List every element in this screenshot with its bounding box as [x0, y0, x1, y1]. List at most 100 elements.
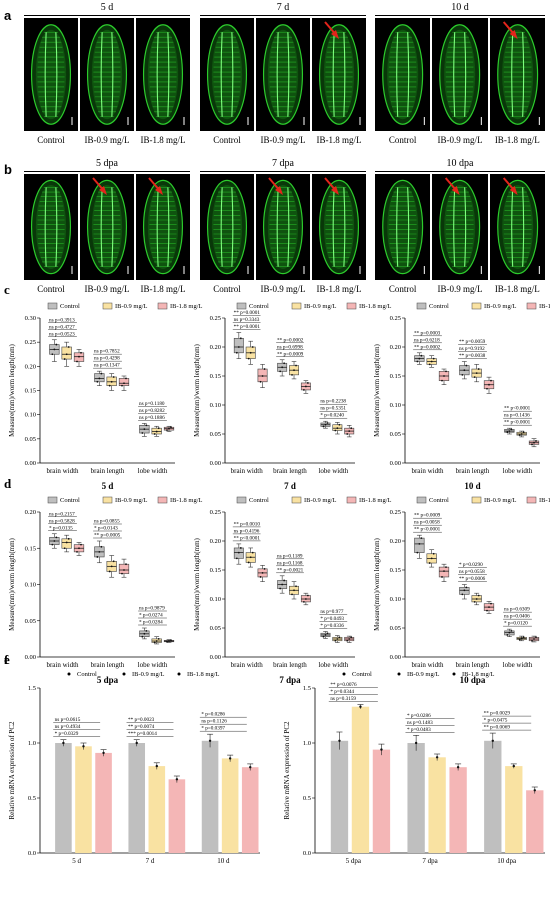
y-tick-label: 0.10 [25, 582, 36, 589]
data-point [247, 357, 250, 360]
data-point [239, 547, 242, 549]
data-point [96, 556, 99, 558]
significance-label: * p=0.0475 [484, 718, 508, 724]
data-point [168, 640, 170, 642]
box-0-1 [426, 358, 437, 365]
data-point [416, 360, 419, 363]
data-point [531, 639, 533, 642]
chart-title: 5 d [102, 481, 114, 491]
red-arrow-icon [445, 177, 460, 195]
significance-label: ns p=0.0855 [94, 519, 120, 525]
data-point [430, 360, 433, 363]
group-title: 10 dpa [446, 158, 474, 169]
box-1-1 [289, 585, 299, 595]
image-caption: Control [213, 135, 241, 145]
significance-label: ** p=0.0001 [234, 324, 261, 330]
data-point [508, 430, 511, 432]
data-point [249, 351, 252, 354]
legend-swatch [526, 302, 537, 310]
box-0-2 [438, 566, 450, 578]
data-point [465, 364, 468, 367]
worm-fluorescence-image [200, 18, 254, 131]
y-tick-label: 0.15 [210, 567, 221, 574]
legend-label: IB-0.9 mg/L [115, 303, 148, 310]
data-point [508, 631, 511, 634]
box-2-0 [320, 422, 331, 427]
significance-label: ns p=0.9879 [139, 606, 165, 612]
data-point [334, 429, 337, 432]
data-point [235, 351, 238, 354]
legend-swatch [291, 302, 302, 310]
worm-fluorescence-image [256, 18, 310, 131]
significance-label: ns p=0.5351 [320, 406, 346, 412]
significance-label: ** p=0.0002 [414, 344, 441, 350]
red-arrow-icon [324, 177, 339, 195]
worm-fluorescence-image [24, 174, 78, 280]
data-point [168, 427, 170, 430]
data-point [76, 550, 78, 553]
y-tick-label: 0.20 [25, 509, 36, 516]
nerve-cord [407, 187, 410, 267]
box-0-1 [61, 538, 72, 549]
significance-label: ** p=0.0001 [234, 310, 261, 316]
bar-0-2 [95, 752, 112, 853]
data-point [170, 639, 172, 642]
worm-inner [444, 29, 476, 120]
data-point [520, 433, 523, 435]
data-point [65, 353, 68, 356]
worm-inner [267, 185, 299, 269]
data-point [123, 382, 125, 385]
red-arrow-icon [502, 177, 518, 195]
data-point [510, 428, 513, 431]
panel-letter: e [4, 652, 10, 667]
data-point [533, 789, 536, 792]
data-point [98, 377, 101, 380]
data-point [261, 375, 264, 377]
legend-label: IB-1.8 mg/L [462, 671, 495, 678]
significance-label: ns p=0.0558 [459, 569, 485, 575]
data-point [338, 636, 341, 639]
box-1-0 [94, 373, 105, 383]
bar-1-0 [128, 743, 146, 853]
data-point [533, 638, 535, 640]
y-tick-label: 0.05 [210, 431, 221, 438]
y-tick-label: 0.25 [390, 509, 401, 516]
box-2-0 [139, 630, 150, 638]
image-caption: IB-0.9 mg/L [84, 135, 130, 145]
x-tick-label: brain width [411, 467, 444, 475]
y-tick-label: 0.20 [25, 363, 36, 370]
image-caption: IB-1.8 mg/L [494, 284, 540, 294]
data-point [477, 368, 480, 370]
nerve-cord [332, 32, 335, 117]
x-tick-label: lobe width [503, 661, 533, 669]
legend-label: Control [60, 303, 80, 310]
worm-fluorescence-image [200, 174, 254, 280]
legend-marker [452, 672, 456, 676]
data-point [535, 440, 537, 442]
data-point [55, 343, 58, 346]
worm-inner [323, 185, 355, 269]
data-point [488, 383, 490, 386]
data-point [78, 355, 80, 358]
bar-1-2 [449, 767, 467, 853]
data-point [98, 550, 101, 553]
worm-fluorescence-image [80, 18, 134, 131]
legend-label: Control [77, 671, 97, 678]
significance-label: ns p=0.6998 [277, 344, 303, 350]
box-2-2 [163, 640, 175, 643]
nerve-cord [167, 187, 170, 267]
y-axis-label: Measure(mm)/worm length(mm) [373, 537, 381, 630]
box-0-2 [438, 371, 450, 381]
data-point [251, 551, 254, 554]
data-point [283, 362, 286, 365]
nerve-cord [396, 32, 399, 117]
data-point [237, 551, 240, 554]
box-0-1 [426, 553, 437, 564]
x-tick-label: lobe width [318, 661, 348, 669]
y-axis-label: Measure(mm)/worm length(mm) [373, 343, 381, 436]
worm-fluorescence-image [489, 174, 545, 280]
data-point [80, 351, 82, 354]
data-point [461, 373, 464, 376]
x-tick-label: brain length [273, 661, 307, 669]
data-point [334, 639, 337, 642]
